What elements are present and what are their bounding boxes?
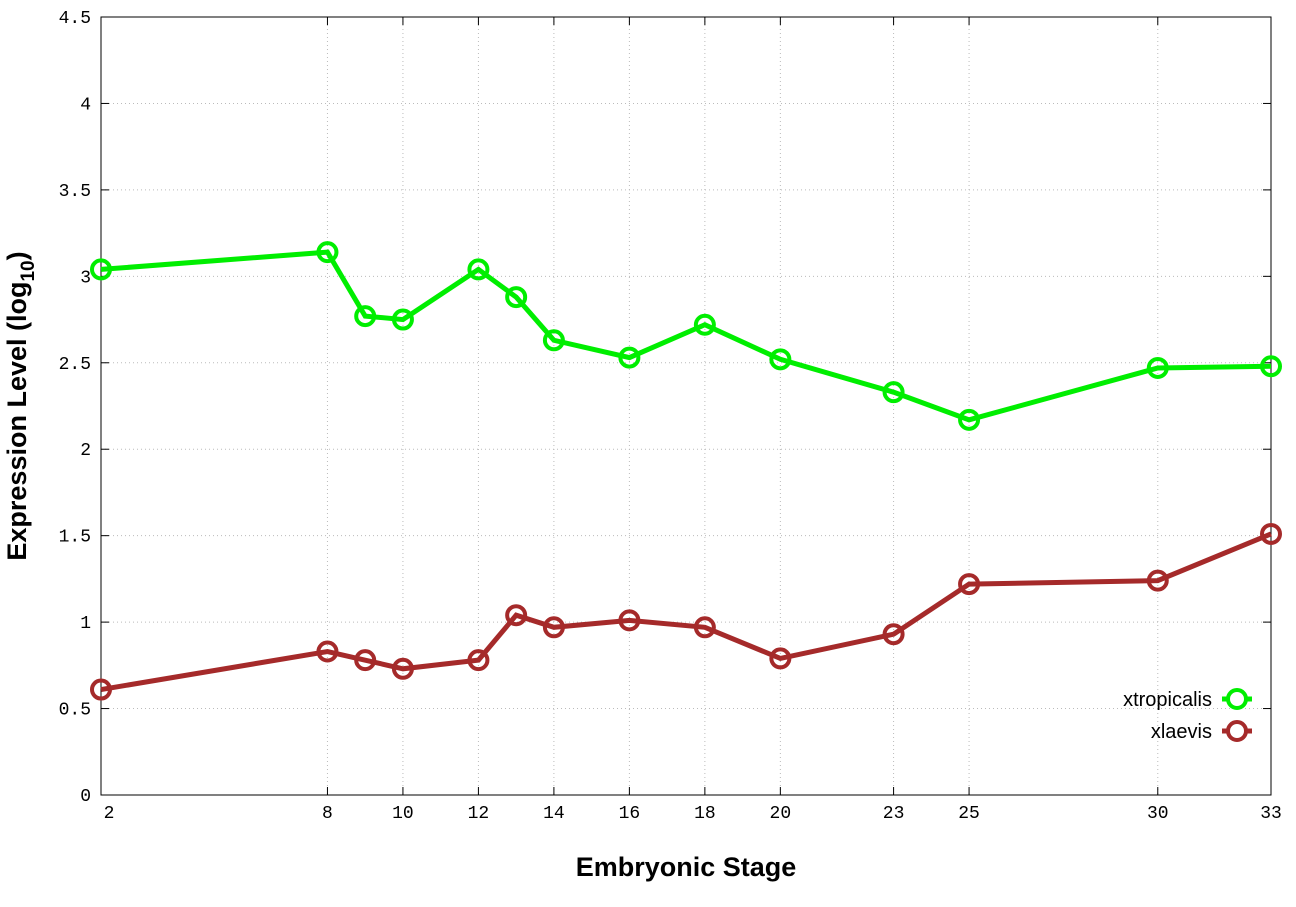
y-tick-label: 4.5 [59, 9, 91, 29]
y-tick-label: 4 [80, 95, 91, 115]
y-tick-label: 2.5 [59, 355, 91, 375]
data-point-xtropicalis [618, 346, 641, 369]
legend-marker [1226, 688, 1248, 710]
y-tick-label: 1 [80, 614, 91, 634]
data-point-xtropicalis [958, 408, 981, 431]
x-tick-label: 20 [770, 804, 792, 824]
legend-marker [1226, 720, 1248, 742]
y-tick-label: 3.5 [59, 182, 91, 202]
data-point-xtropicalis [505, 286, 528, 309]
series-line-xlaevis [100, 531, 1272, 693]
x-tick-label: 8 [322, 804, 333, 824]
data-point-xtropicalis [316, 241, 339, 264]
data-point-xlaevis [882, 623, 905, 646]
axis-ticks: 0 0.5 1 1.5 2 2.5 3 3.5 4 4.5 2 8 10 12 14 16 18 20 23 25 30… [59, 9, 1282, 824]
x-axis-label: Embryonic Stage [576, 852, 797, 882]
data-point-xlaevis [693, 616, 716, 639]
data-point-xtropicalis [467, 258, 490, 281]
data-point-xtropicalis [1260, 355, 1282, 378]
legend-label: xlaevis [1151, 721, 1212, 743]
x-tick-label: 25 [958, 804, 980, 824]
data-point-xtropicalis [542, 329, 565, 352]
grid [101, 17, 1271, 795]
series-layer [90, 241, 1282, 701]
data-point-xlaevis [316, 640, 339, 663]
y-tick-label: 1.5 [59, 528, 91, 548]
data-point-xlaevis [542, 616, 565, 639]
y-tick-label: 3 [80, 268, 91, 288]
x-tick-label: 14 [543, 804, 565, 824]
data-point-xlaevis [1146, 569, 1169, 592]
x-tick-label: 16 [619, 804, 641, 824]
data-point-xtropicalis [1146, 356, 1169, 379]
data-point-xlaevis [769, 647, 792, 670]
data-point-xlaevis [467, 649, 490, 672]
x-tick-label: 12 [468, 804, 490, 824]
data-point-xlaevis [505, 604, 528, 627]
x-tick-label: 23 [883, 804, 905, 824]
data-point-xtropicalis [90, 258, 112, 281]
data-point-xtropicalis [769, 348, 792, 371]
x-tick-label: 30 [1147, 804, 1169, 824]
data-point-xlaevis [1260, 522, 1282, 545]
data-point-xtropicalis [693, 313, 716, 336]
y-tick-label: 2 [80, 441, 91, 461]
y-axis-label: Expression Level (log10) [2, 251, 39, 560]
data-point-xtropicalis [882, 381, 905, 404]
x-tick-label: 18 [694, 804, 716, 824]
data-point-xtropicalis [391, 308, 414, 331]
data-point-xlaevis [958, 573, 981, 596]
data-point-xlaevis [391, 657, 414, 680]
data-point-xlaevis [618, 609, 641, 632]
x-tick-label: 2 [104, 804, 115, 824]
legend-label: xtropicalis [1123, 689, 1212, 711]
series-line-xtropicalis [100, 249, 1272, 423]
x-tick-label: 33 [1260, 804, 1282, 824]
data-point-xtropicalis [354, 305, 377, 328]
y-tick-label: 0.5 [59, 701, 91, 721]
legend: xtropicalis xlaevis [1123, 688, 1252, 743]
data-point-xlaevis [354, 649, 377, 672]
data-point-xlaevis [90, 678, 112, 701]
x-tick-label: 10 [392, 804, 414, 824]
y-tick-label: 0 [80, 787, 91, 807]
plot-border [100, 16, 1272, 796]
